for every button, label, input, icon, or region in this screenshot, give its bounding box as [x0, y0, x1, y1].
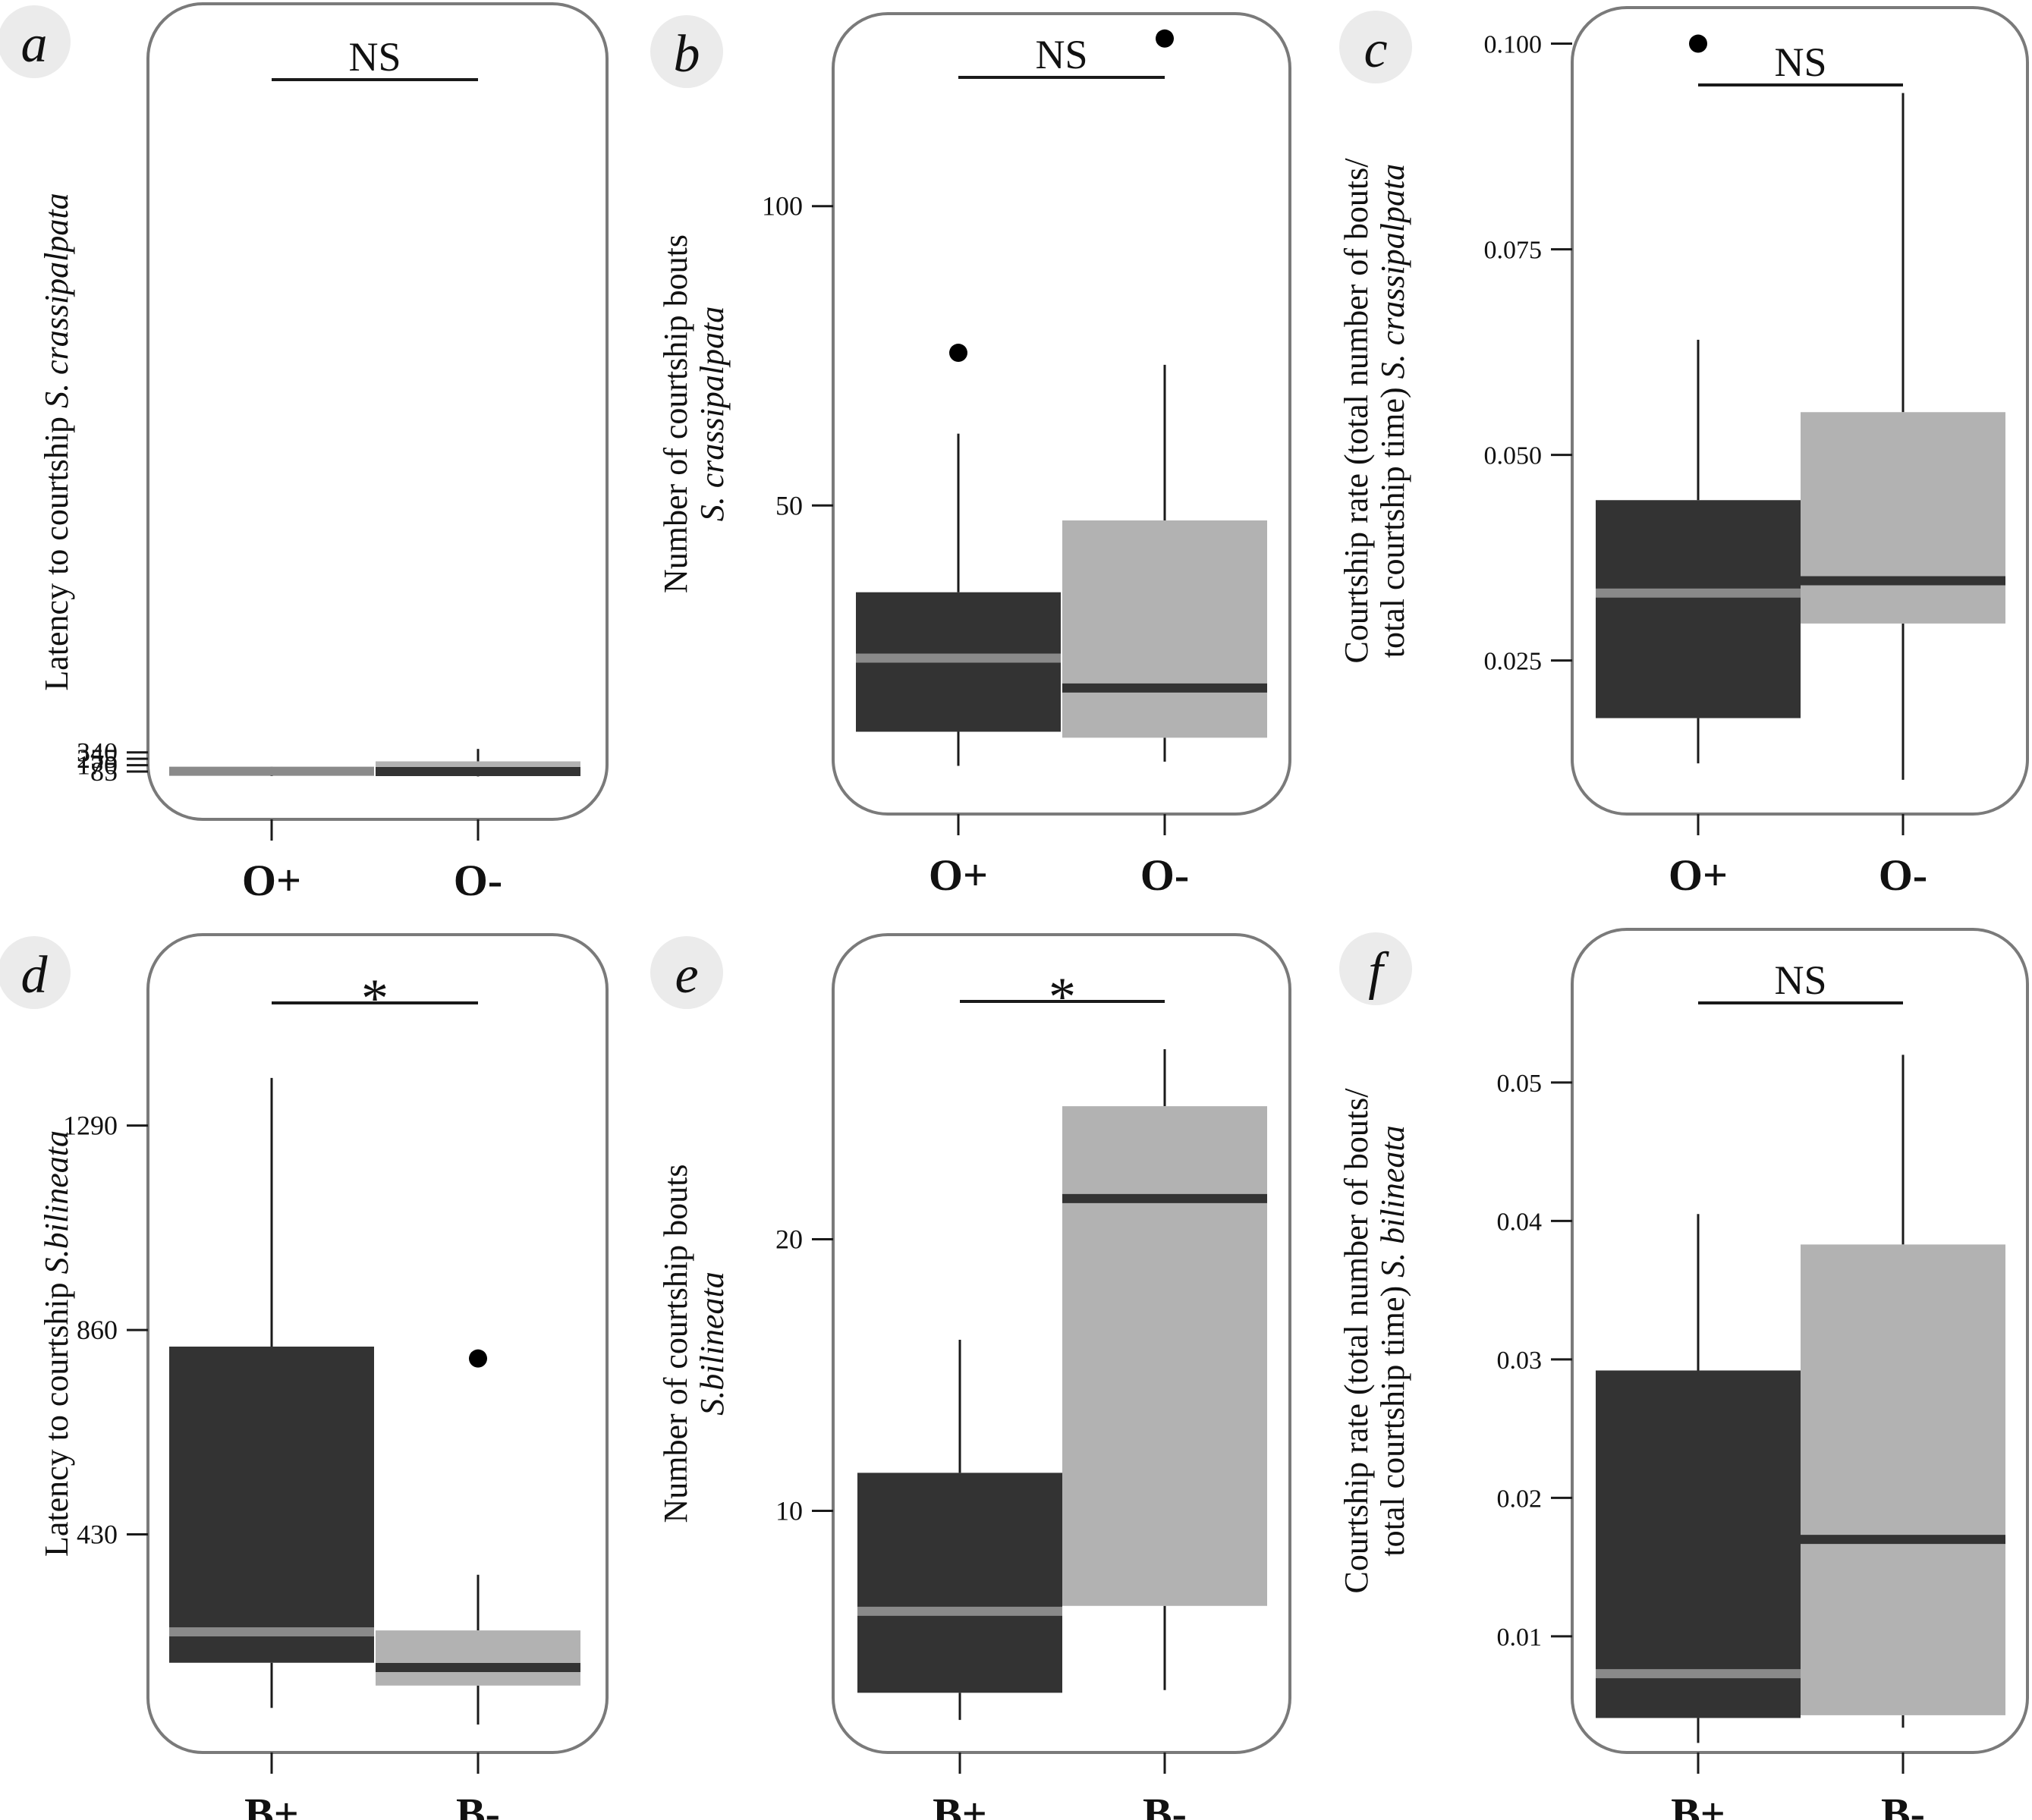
outlier-point [469, 1349, 487, 1368]
species-name: S. crassipalpata [38, 193, 75, 408]
y-tick-label: 860 [77, 1315, 118, 1345]
y-tick-label: 340 [77, 737, 118, 768]
x-category-label: B+ [1671, 1789, 1725, 1820]
species-name: S.bilineata [694, 1271, 731, 1415]
significance-label: NS [1774, 957, 1826, 1003]
y-axis-label-text: Courtship rate (total number of bouts/ [1338, 1088, 1375, 1594]
significance-label: NS [1774, 39, 1826, 85]
panel-letter-badge [650, 936, 723, 1009]
box-B+ [857, 1473, 1062, 1693]
panel-e: e 10 20 B+ B- * Number of courtship bouts S.bil… [650, 933, 1291, 1820]
species-name: S.bilineata [38, 1130, 75, 1274]
panel-b: b 50 100 O+ O- NS Number of courtship bouts S. … [650, 12, 1291, 900]
y-axis-label: Courtship rate (total number of bouts/ [1338, 158, 1375, 664]
panel-letter: d [21, 946, 49, 1004]
y-tick-label: 50 [775, 490, 803, 520]
y-tick-label: 0.01 [1497, 1624, 1543, 1652]
y-axis-label-text: Number of courtship bouts [657, 1165, 694, 1523]
y-tick-label: 170 [77, 750, 118, 781]
species-name: S. bilineata [1374, 1125, 1411, 1277]
y-tick-label: 1290 [63, 1111, 118, 1141]
outlier-point [1156, 29, 1174, 48]
panel-letter-badge [1339, 11, 1412, 83]
panel-frame [146, 933, 609, 1754]
y-axis-label: total courtship time) S. bilineata [1374, 1125, 1411, 1556]
panel-frame [146, 2, 609, 821]
species-name: S. crassipalpata [694, 306, 731, 522]
y-axis-label: Latency to courtship S.bilineata [38, 1130, 75, 1557]
panel-frame [1571, 928, 2029, 1754]
y-axis-label: Latency to courtship S. crassipalpata [38, 193, 75, 690]
significance-label: * [361, 968, 388, 1029]
y-axis-label: total courtship time) S. crassipalpata [1374, 164, 1411, 658]
panel-letter-badge [1339, 932, 1412, 1005]
x-category-label: B- [1143, 1789, 1187, 1820]
y-tick-label: 0.02 [1497, 1485, 1543, 1513]
x-category-label: O- [454, 856, 502, 905]
x-category-label: O- [1879, 850, 1927, 900]
y-tick-label: 0.075 [1484, 237, 1543, 265]
y-axis-label-text: Latency to courtship [38, 1274, 75, 1557]
y-axis-label-text: Latency to courtship [38, 408, 75, 691]
x-category-label: B- [456, 1789, 500, 1820]
y-tick-label: 0.05 [1497, 1070, 1543, 1098]
y-axis-label-text: total courtship time) [1374, 1278, 1411, 1557]
panel-d: d 430 860 1290 B+ B- * Latency to courtship S.b… [0, 933, 609, 1820]
y-tick-label: 255 [77, 743, 118, 774]
x-category-label: O+ [242, 856, 301, 905]
panel-letter-badge [0, 936, 71, 1009]
x-category-label: O+ [1669, 850, 1728, 900]
panel-letter: a [21, 15, 48, 74]
y-axis-label-text: Courtship rate (total number of bouts/ [1338, 158, 1375, 664]
outlier-point [949, 344, 967, 363]
x-category-label: B+ [933, 1789, 987, 1820]
panel-letter: e [675, 946, 698, 1004]
y-tick-label: 430 [77, 1520, 118, 1550]
y-tick-label: 10 [775, 1495, 803, 1526]
box-B+ [169, 1347, 374, 1663]
y-axis-label: Number of courtship bouts [657, 1165, 694, 1523]
x-category-label: B- [1881, 1789, 1925, 1820]
significance-label: * [1049, 967, 1076, 1027]
panel-frame [1571, 6, 2029, 816]
panel-letter: c [1364, 20, 1387, 79]
x-category-label: B+ [244, 1789, 299, 1820]
y-tick-label: 0.03 [1497, 1347, 1543, 1375]
species-name: S. crassipalpata [1374, 164, 1411, 379]
y-tick-label: 100 [762, 191, 803, 222]
y-axis-label: S. crassipalpata [694, 306, 731, 522]
panel-letter: b [674, 25, 700, 83]
x-category-label: O+ [929, 850, 988, 900]
box-O- [1801, 412, 2005, 624]
panel-c: c 0.025 0.050 0.075 0.100 O+ O- NS Courtship rat… [1338, 6, 2029, 900]
box-B+ [1596, 1370, 1801, 1718]
panel-frame [832, 12, 1291, 816]
y-tick-label: 0.050 [1484, 442, 1543, 470]
significance-label: NS [1035, 32, 1087, 77]
box-B- [1801, 1244, 2005, 1715]
y-tick-label: 85 [90, 756, 118, 787]
y-tick-label: 0.100 [1484, 31, 1543, 59]
y-axis-label-text: Number of courtship bouts [657, 234, 694, 593]
panel-frame [832, 933, 1291, 1754]
box-O+ [1596, 500, 1801, 718]
y-axis-label-text: total courtship time) [1374, 379, 1411, 658]
y-tick-label: 0.04 [1497, 1208, 1543, 1236]
outlier-point [1689, 34, 1707, 53]
y-tick-label: 20 [775, 1224, 803, 1255]
box-O- [1062, 520, 1267, 738]
y-tick-label: 0.025 [1484, 648, 1543, 676]
significance-label: NS [348, 34, 401, 80]
box-B- [1062, 1106, 1267, 1606]
y-axis-label: S.bilineata [694, 1271, 731, 1415]
y-axis-label: Number of courtship bouts [657, 234, 694, 593]
panel-letter-badge [0, 5, 71, 78]
y-axis-label: Courtship rate (total number of bouts/ [1338, 1088, 1375, 1594]
box-B- [376, 1630, 580, 1686]
panel-letter-badge [650, 15, 723, 88]
x-category-label: O- [1140, 850, 1189, 900]
